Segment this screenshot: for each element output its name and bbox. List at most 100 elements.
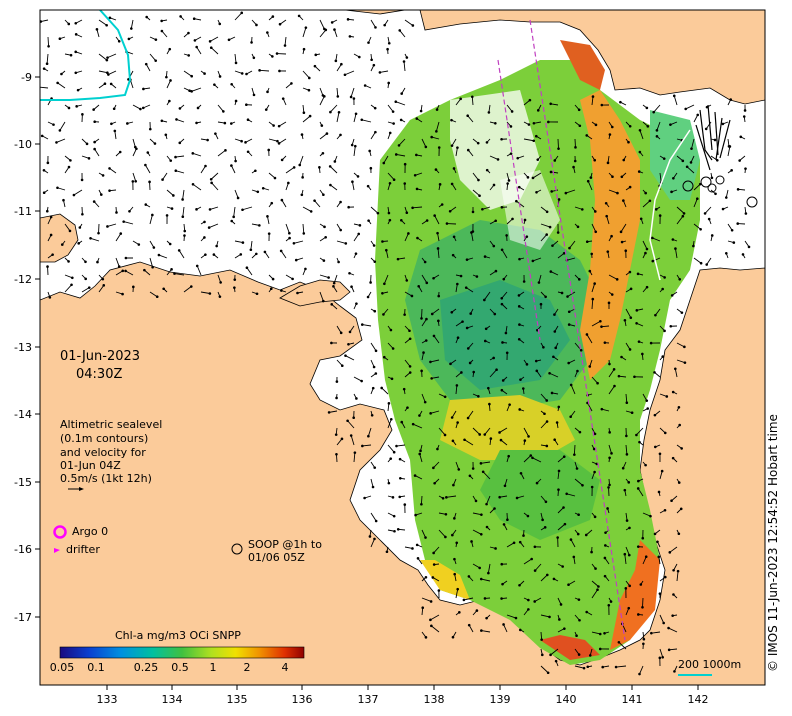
velocity-arrowhead bbox=[81, 212, 84, 216]
velocity-arrowhead bbox=[625, 453, 629, 456]
velocity-arrowhead bbox=[417, 284, 420, 288]
velocity-arrowhead bbox=[397, 144, 401, 147]
velocity-arrow bbox=[587, 402, 593, 412]
velocity-arrowhead bbox=[545, 399, 549, 402]
velocity-arrow bbox=[319, 274, 329, 278]
x-tick-label: 135 bbox=[227, 693, 248, 706]
velocity-arrowhead bbox=[535, 190, 538, 194]
velocity-arrow bbox=[47, 36, 50, 47]
velocity-arrowhead bbox=[636, 272, 640, 276]
velocity-arrowhead bbox=[108, 189, 111, 192]
colorbar bbox=[59, 646, 305, 659]
velocity-arrowhead bbox=[614, 665, 618, 669]
velocity-arrowhead bbox=[444, 512, 448, 516]
velocity-arrowhead bbox=[307, 76, 311, 80]
velocity-arrow bbox=[398, 138, 406, 146]
velocity-arrowhead bbox=[673, 670, 676, 673]
velocity-arrowhead bbox=[350, 143, 354, 147]
velocity-arrowhead bbox=[321, 151, 325, 155]
velocity-arrowhead bbox=[656, 540, 659, 544]
velocity-arrowhead bbox=[564, 191, 568, 195]
velocity-arrowhead bbox=[567, 361, 570, 365]
velocity-arrowhead bbox=[516, 156, 520, 160]
drifter-marker-icon bbox=[54, 548, 60, 553]
velocity-arrowhead bbox=[624, 249, 628, 253]
velocity-arrowhead bbox=[477, 394, 480, 398]
velocity-arrowhead bbox=[313, 64, 317, 68]
velocity-arrowhead bbox=[209, 46, 213, 50]
velocity-arrowhead bbox=[308, 114, 312, 118]
velocity-arrow bbox=[399, 30, 406, 38]
colorbar-tick-label: 4 bbox=[282, 661, 289, 674]
velocity-arrowhead bbox=[387, 81, 391, 85]
velocity-arrowhead bbox=[178, 107, 182, 110]
velocity-arrow bbox=[470, 232, 474, 242]
velocity-arrowhead bbox=[148, 127, 152, 131]
velocity-arrowhead bbox=[496, 158, 500, 161]
velocity-arrowhead bbox=[628, 526, 631, 530]
velocity-arrow bbox=[403, 61, 406, 72]
velocity-arrow bbox=[421, 318, 427, 327]
velocity-arrowhead bbox=[153, 142, 157, 145]
velocity-arrow bbox=[468, 624, 474, 633]
velocity-arrow bbox=[532, 257, 542, 262]
velocity-arrowhead bbox=[172, 194, 175, 197]
velocity-arrowhead bbox=[320, 124, 324, 127]
velocity-arrow bbox=[336, 112, 340, 123]
velocity-arrowhead bbox=[145, 15, 148, 19]
velocity-arrow bbox=[486, 495, 491, 505]
velocity-arrow bbox=[727, 146, 731, 157]
velocity-arrowhead bbox=[519, 471, 523, 475]
velocity-arrow bbox=[370, 206, 379, 214]
velocity-arrowhead bbox=[42, 67, 46, 70]
x-tick-label: 136 bbox=[292, 693, 313, 706]
velocity-arrow bbox=[64, 274, 73, 279]
velocity-arrowhead bbox=[380, 386, 383, 390]
velocity-arrowhead bbox=[450, 144, 454, 147]
velocity-arrow bbox=[196, 46, 202, 55]
velocity-arrowhead bbox=[639, 583, 643, 586]
velocity-arrowhead bbox=[357, 232, 361, 236]
x-tick-label: 138 bbox=[424, 693, 445, 706]
velocity-arrowhead bbox=[174, 155, 177, 159]
velocity-arrowhead bbox=[466, 416, 470, 420]
velocity-arrowhead bbox=[152, 246, 156, 249]
velocity-arrow bbox=[434, 215, 440, 225]
velocity-arrowhead bbox=[42, 168, 46, 172]
velocity-arrowhead bbox=[373, 537, 376, 541]
velocity-arrowhead bbox=[674, 247, 677, 250]
velocity-arrowhead bbox=[645, 247, 649, 251]
velocity-arrow bbox=[396, 154, 406, 157]
velocity-arrowhead bbox=[500, 296, 504, 300]
velocity-arrow bbox=[693, 223, 701, 230]
velocity-arrowhead bbox=[337, 260, 340, 264]
velocity-arrow bbox=[489, 155, 499, 160]
velocity-arrowhead bbox=[101, 277, 105, 281]
velocity-arrowhead bbox=[593, 515, 597, 519]
velocity-arrowhead bbox=[625, 434, 628, 438]
velocity-arrowhead bbox=[644, 463, 647, 467]
velocity-arrowhead bbox=[671, 614, 674, 617]
velocity-arrowhead bbox=[270, 201, 274, 205]
velocity-arrowhead bbox=[590, 485, 594, 489]
velocity-arrowhead bbox=[676, 569, 680, 573]
velocity-arrowhead bbox=[464, 286, 468, 289]
velocity-arrowhead bbox=[448, 209, 452, 213]
velocity-arrowhead bbox=[663, 575, 667, 579]
velocity-arrowhead bbox=[663, 431, 667, 435]
velocity-arrowhead bbox=[593, 158, 597, 162]
velocity-arrow bbox=[404, 359, 411, 367]
velocity-arrowhead bbox=[604, 201, 608, 205]
velocity-arrowhead bbox=[680, 447, 683, 450]
velocity-arrowhead bbox=[209, 177, 213, 181]
velocity-arrow bbox=[73, 189, 83, 196]
velocity-arrowhead bbox=[118, 150, 122, 154]
velocity-arrowhead bbox=[143, 268, 146, 272]
x-tick-label: 134 bbox=[162, 693, 183, 706]
velocity-arrowhead bbox=[407, 232, 410, 235]
velocity-arrow bbox=[210, 172, 219, 180]
velocity-arrow bbox=[149, 291, 158, 298]
velocity-arrowhead bbox=[492, 183, 496, 187]
velocity-arrowhead bbox=[519, 378, 522, 381]
velocity-arrowhead bbox=[437, 319, 440, 323]
